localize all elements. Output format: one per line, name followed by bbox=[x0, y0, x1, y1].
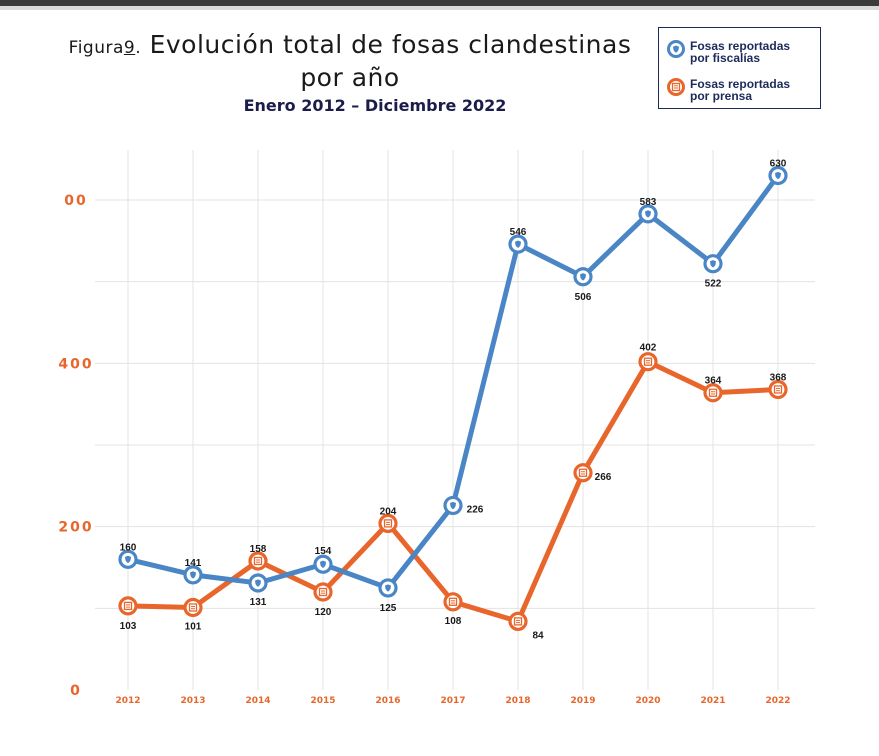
newspaper-icon bbox=[513, 617, 523, 626]
prensa-point bbox=[248, 551, 268, 571]
data-label-prensa: 84 bbox=[532, 630, 544, 641]
prensa-point bbox=[768, 379, 788, 400]
legend-label-prensa: Fosas reportadas por prensa bbox=[690, 77, 791, 103]
data-label-prensa: 158 bbox=[250, 544, 267, 555]
shield-icon bbox=[320, 560, 326, 569]
newspaper-icon bbox=[578, 468, 588, 477]
x-tick-label: 2022 bbox=[765, 696, 790, 706]
data-label-prensa: 108 bbox=[445, 616, 462, 627]
prensa-point bbox=[313, 582, 333, 602]
legend-label-fiscalias: Fosas reportadas por fiscalías bbox=[690, 39, 791, 65]
x-tick-label: 2020 bbox=[635, 696, 660, 706]
figure-number: 9 bbox=[123, 38, 136, 58]
prensa-point bbox=[703, 383, 723, 403]
figure-prefix: Figura bbox=[68, 38, 124, 58]
window-top-bar bbox=[0, 0, 879, 6]
data-label-fiscalias: 583 bbox=[640, 197, 657, 208]
chart-title-line1: Evolución total de fosas clandestinas bbox=[149, 30, 632, 59]
figure-dot: . bbox=[135, 38, 142, 58]
data-label-fiscalias: 506 bbox=[575, 292, 592, 303]
shield-icon bbox=[190, 571, 196, 579]
prensa-point bbox=[443, 592, 463, 612]
x-tick-label: 2014 bbox=[245, 696, 270, 706]
legend-item-prensa: Fosas reportadas por prensa bbox=[667, 78, 810, 102]
x-tick-label: 2017 bbox=[440, 696, 465, 706]
prensa-point bbox=[183, 597, 203, 618]
newspaper-icon bbox=[643, 357, 653, 366]
newspaper-icon bbox=[188, 603, 198, 612]
data-label-fiscalias: 546 bbox=[510, 227, 527, 238]
y-tick-label: 0 bbox=[70, 683, 82, 699]
newspaper-icon bbox=[773, 385, 783, 394]
chart-title: Figura9. Evolución total de fosas clande… bbox=[60, 30, 640, 93]
newspaper-icon bbox=[667, 78, 685, 96]
data-label-prensa: 368 bbox=[770, 372, 787, 383]
data-label-fiscalias: 226 bbox=[467, 504, 484, 515]
chart-title-line2: por año bbox=[300, 63, 400, 92]
data-label-fiscalias: 160 bbox=[120, 542, 137, 553]
shield-icon bbox=[255, 579, 261, 587]
data-label-fiscalias: 131 bbox=[250, 597, 267, 608]
x-tick-label: 2012 bbox=[115, 696, 140, 706]
data-label-fiscalias: 630 bbox=[770, 159, 787, 170]
prensa-point bbox=[573, 463, 593, 483]
x-tick-label: 2016 bbox=[375, 696, 400, 706]
data-label-prensa: 120 bbox=[315, 607, 332, 618]
data-label-fiscalias: 125 bbox=[380, 603, 397, 614]
data-label-prensa: 103 bbox=[120, 621, 137, 632]
data-label-prensa: 204 bbox=[380, 506, 397, 517]
newspaper-icon bbox=[708, 388, 718, 397]
x-tick-label: 2021 bbox=[700, 696, 725, 706]
data-label-fiscalias: 141 bbox=[185, 558, 202, 569]
y-tick-label: 00 bbox=[64, 193, 87, 209]
chart-legend: Fosas reportadas por fiscalías Fosas rep… bbox=[658, 27, 821, 109]
data-label-prensa: 266 bbox=[595, 472, 612, 483]
prensa-point bbox=[378, 513, 398, 534]
shield-icon bbox=[450, 501, 456, 510]
newspaper-icon bbox=[383, 519, 393, 528]
x-tick-label: 2019 bbox=[570, 696, 595, 706]
data-label-prensa: 364 bbox=[705, 376, 722, 387]
x-tick-label: 2013 bbox=[180, 696, 205, 706]
x-tick-label: 2018 bbox=[505, 696, 530, 706]
newspaper-icon bbox=[318, 587, 328, 597]
shield-icon bbox=[125, 555, 131, 564]
y-tick-label: 200 bbox=[58, 520, 93, 536]
prensa-point bbox=[638, 352, 658, 372]
shield-icon bbox=[515, 240, 521, 248]
x-tick-label: 2015 bbox=[310, 696, 335, 706]
newspaper-icon bbox=[253, 556, 263, 566]
newspaper-icon bbox=[448, 597, 458, 606]
shield-icon bbox=[667, 40, 685, 58]
shield-icon bbox=[385, 584, 391, 592]
newspaper-icon bbox=[123, 601, 133, 611]
window-top-bar-shadow bbox=[0, 6, 879, 10]
data-label-fiscalias: 154 bbox=[315, 546, 332, 557]
shield-icon bbox=[710, 260, 716, 268]
data-label-fiscalias: 522 bbox=[705, 279, 722, 290]
chart-subtitle: Enero 2012 – Diciembre 2022 bbox=[243, 96, 507, 115]
prensa-point bbox=[118, 596, 138, 616]
shield-icon bbox=[775, 171, 781, 180]
y-tick-label: 400 bbox=[58, 356, 93, 372]
data-label-prensa: 101 bbox=[185, 622, 202, 633]
legend-item-fiscalias: Fosas reportadas por fiscalías bbox=[667, 40, 810, 64]
shield-icon bbox=[645, 210, 651, 218]
prensa-point bbox=[508, 611, 528, 632]
data-label-prensa: 402 bbox=[640, 343, 657, 354]
shield-icon bbox=[580, 273, 586, 281]
